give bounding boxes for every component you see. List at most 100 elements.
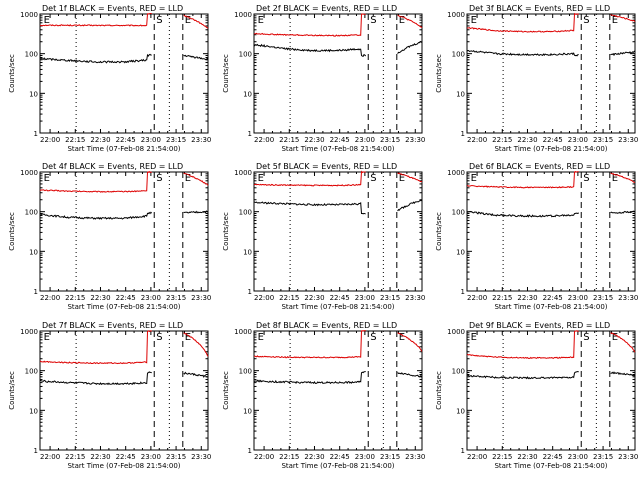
marker-label: E: [185, 15, 191, 26]
x-axis-label: Start Time (07-Feb-08 21:54:00): [494, 462, 607, 470]
panel-det-8f: Det 8f BLACK = Events, RED = LLD 1 10 100 10…: [222, 321, 425, 470]
x-axis-label: Start Time (07-Feb-08 21:54:00): [67, 462, 180, 470]
y-tick-label: 100: [239, 209, 252, 217]
series-lld: [466, 330, 636, 359]
y-tick-label: 10: [243, 407, 252, 415]
y-tick-label: 1000: [20, 169, 38, 177]
y-tick-label: 100: [452, 209, 465, 217]
y-tick-label: 1: [461, 447, 465, 455]
x-tick-label: 23:00: [568, 294, 588, 302]
marker-label: E: [471, 332, 477, 343]
x-tick-label: 22:15: [65, 136, 85, 144]
y-axis-label: Counts/sec: [8, 54, 16, 93]
y-tick-label: 10: [29, 90, 38, 98]
marker-label: E: [44, 15, 50, 26]
panel-title: Det 9f BLACK = Events, RED = LLD: [469, 321, 610, 330]
y-axis-label: Counts/sec: [222, 212, 230, 251]
x-tick-label: 22:00: [467, 136, 487, 144]
x-tick-label: 22:45: [330, 294, 350, 302]
marker-label: E: [258, 332, 264, 343]
x-tick-label: 23:30: [191, 453, 211, 461]
x-tick-label: 23:30: [191, 294, 211, 302]
marker-label: S: [583, 173, 589, 184]
marker-label: S: [156, 15, 162, 26]
y-tick-label: 1000: [234, 11, 252, 19]
x-tick-label: 23:15: [380, 294, 400, 302]
x-tick-label: 23:15: [166, 136, 186, 144]
y-tick-label: 1000: [447, 11, 465, 19]
plot-frame: [466, 171, 636, 292]
panel-title: Det 4f BLACK = Events, RED = LLD: [42, 162, 183, 171]
x-tick-label: 22:45: [330, 453, 350, 461]
x-tick-label: 23:30: [191, 136, 211, 144]
marker-label: E: [399, 332, 405, 343]
y-tick-label: 10: [29, 248, 38, 256]
marker-label: S: [370, 15, 376, 26]
x-tick-label: 23:30: [618, 453, 638, 461]
marker-label: S: [156, 173, 162, 184]
x-tick-label: 22:00: [40, 136, 60, 144]
x-tick-label: 22:00: [254, 453, 274, 461]
x-tick-label: 22:45: [116, 453, 136, 461]
marker-label: E: [44, 173, 50, 184]
marker-label: E: [612, 15, 618, 26]
panel-det-7f: Det 7f BLACK = Events, RED = LLD 1 10 100 10…: [8, 321, 211, 470]
x-tick-label: 22:15: [492, 453, 512, 461]
y-tick-label: 100: [239, 51, 252, 59]
x-tick-label: 23:00: [355, 453, 375, 461]
panel-title: Det 8f BLACK = Events, RED = LLD: [256, 321, 397, 330]
panel-det-4f: Det 4f BLACK = Events, RED = LLD 1 10 100 10…: [8, 162, 211, 311]
x-tick-label: 22:30: [517, 294, 537, 302]
x-tick-label: 22:30: [90, 294, 110, 302]
x-tick-label: 22:30: [304, 136, 324, 144]
panel-title: Det 2f BLACK = Events, RED = LLD: [256, 4, 397, 13]
y-axis-label: Counts/sec: [435, 212, 443, 251]
panel-det-2f: Det 2f BLACK = Events, RED = LLD 1 10 100 10…: [222, 4, 425, 153]
y-tick-label: 1000: [234, 328, 252, 336]
x-tick-label: 23:30: [618, 294, 638, 302]
y-tick-label: 1000: [447, 169, 465, 177]
y-axis-label: Counts/sec: [222, 371, 230, 410]
x-tick-label: 22:15: [279, 453, 299, 461]
series-events: [39, 210, 209, 220]
x-tick-label: 22:45: [116, 294, 136, 302]
x-tick-label: 23:30: [405, 136, 425, 144]
series-events: [253, 40, 423, 57]
x-tick-label: 23:00: [568, 136, 588, 144]
panel-title: Det 5f BLACK = Events, RED = LLD: [256, 162, 397, 171]
plot-frame: [253, 171, 423, 292]
series-events: [253, 199, 423, 215]
marker-label: E: [258, 15, 264, 26]
x-tick-label: 23:00: [141, 453, 161, 461]
marker-label: E: [185, 332, 191, 343]
y-tick-label: 1: [461, 288, 465, 296]
series-lld: [39, 170, 209, 193]
series-events: [466, 370, 636, 380]
series-lld: [254, 13, 423, 37]
x-tick-label: 22:30: [90, 453, 110, 461]
x-tick-label: 22:15: [492, 294, 512, 302]
x-tick-label: 22:00: [254, 136, 274, 144]
y-tick-label: 1: [461, 130, 465, 138]
x-tick-label: 23:00: [141, 294, 161, 302]
x-tick-label: 23:15: [593, 136, 613, 144]
x-tick-label: 23:15: [380, 453, 400, 461]
x-tick-label: 23:00: [141, 136, 161, 144]
x-tick-label: 22:00: [467, 294, 487, 302]
plot-frame: [39, 330, 209, 451]
x-tick-label: 22:45: [116, 136, 136, 144]
panel-det-6f: Det 6f BLACK = Events, RED = LLD 1 10 100 10…: [435, 162, 638, 311]
panel-det-1f: Det 1f BLACK = Events, RED = LLD 1 10 100 10…: [8, 4, 211, 153]
x-tick-label: 23:15: [593, 294, 613, 302]
plot-frame: [253, 13, 423, 134]
x-tick-label: 22:15: [492, 136, 512, 144]
y-tick-label: 10: [456, 248, 465, 256]
x-axis-label: Start Time (07-Feb-08 21:54:00): [67, 145, 180, 153]
y-axis-label: Counts/sec: [435, 54, 443, 93]
x-tick-label: 22:45: [330, 136, 350, 144]
x-tick-label: 22:30: [304, 453, 324, 461]
panel-det-3f: Det 3f BLACK = Events, RED = LLD 1 10 100 10…: [435, 4, 638, 153]
panel-title: Det 6f BLACK = Events, RED = LLD: [469, 162, 610, 171]
marker-label: E: [399, 15, 405, 26]
x-tick-label: 22:00: [40, 453, 60, 461]
